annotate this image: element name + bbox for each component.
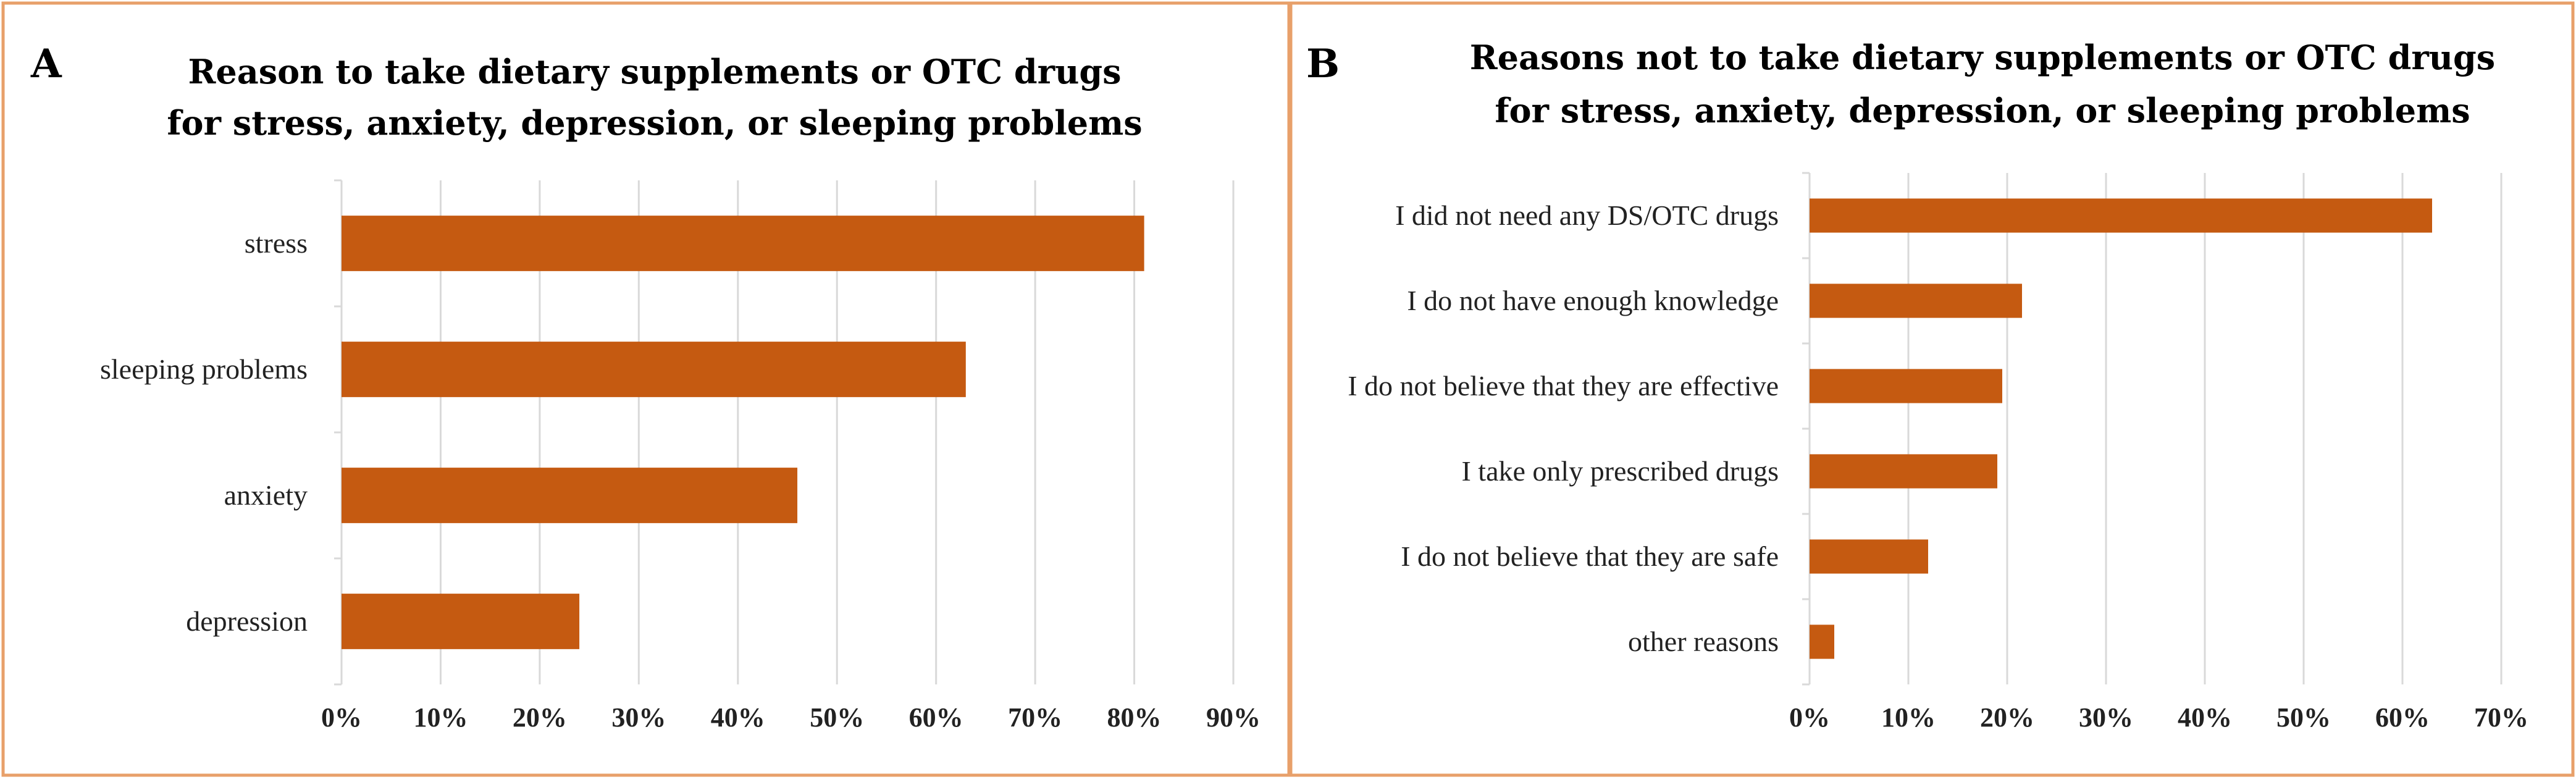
panel-a-bar xyxy=(342,216,1144,271)
panel-a-category-label: stress xyxy=(245,227,308,259)
panel-a-bar xyxy=(342,468,798,523)
panel-a-title-line-1: Reason to take dietary supplements or OT… xyxy=(188,52,1122,91)
panel-b-title-line-1: Reasons not to take dietary supplements … xyxy=(1470,38,2495,77)
panel-b-xtick-label: 10% xyxy=(1881,702,1936,733)
panel-a-category-label: depression xyxy=(186,605,308,637)
panel-b-bar xyxy=(1810,539,1928,574)
panel-a-xtick-label: 70% xyxy=(1008,702,1062,733)
panel-b-category-label: I did not need any DS/OTC drugs xyxy=(1395,200,1779,231)
panel-b-xtick-label: 0% xyxy=(1789,702,1830,733)
panel-b-bar xyxy=(1810,284,2022,318)
panel-b-title-line-2: for stress, anxiety, depression, or slee… xyxy=(1495,91,2470,130)
panel-a-title-line-2: for stress, anxiety, depression, or slee… xyxy=(167,103,1142,143)
panel-b-xtick-label: 20% xyxy=(1980,702,2034,733)
panel-a-bar xyxy=(342,594,580,649)
panel-b-xtick-label: 60% xyxy=(2375,702,2430,733)
panel-a-category-label: anxiety xyxy=(224,479,308,511)
panel-b-xtick-label: 40% xyxy=(2178,702,2232,733)
panel-a-category-label: sleeping problems xyxy=(100,353,308,385)
panel-b-category-label: I do not have enough knowledge xyxy=(1407,285,1779,316)
panel-b: B Reasons not to take dietary supplement… xyxy=(1289,1,2575,777)
panel-b-bar xyxy=(1810,624,1834,659)
panel-a-xtick-label: 60% xyxy=(909,702,963,733)
panel-b-bar xyxy=(1810,369,2002,403)
panel-a-plot: 0% 10% 20% 30% 40% 50% 60% 70% 80% 90% stress sleep… xyxy=(100,179,1261,733)
panel-b-xtick-label: 70% xyxy=(2474,702,2528,733)
panel-b-plot: 0% 10% 20% 30% 40% 50% 60% 70% I did not need an… xyxy=(1348,172,2528,733)
panel-a-xtick-label: 50% xyxy=(810,702,864,733)
panel-b-bar xyxy=(1810,198,2432,233)
panel-b-category-label: I take only prescribed drugs xyxy=(1461,455,1779,487)
panel-b-letter: B xyxy=(1306,41,1340,87)
panel-a-xtick-label: 30% xyxy=(611,702,666,733)
panel-a-xtick-label: 0% xyxy=(321,702,362,733)
panel-a-xtick-label: 80% xyxy=(1107,702,1162,733)
panel-b-category-label: I do not believe that they are safe xyxy=(1401,540,1779,572)
panel-a-bar xyxy=(342,342,966,397)
panel-a-xtick-label: 10% xyxy=(413,702,468,733)
panel-b-category-label: other reasons xyxy=(1628,626,1779,657)
panel-a-xtick-label: 40% xyxy=(711,702,765,733)
panel-b-xtick-label: 50% xyxy=(2276,702,2331,733)
panel-b-category-label: I do not believe that they are effective xyxy=(1348,370,1779,402)
panel-b-bar xyxy=(1810,454,1997,489)
panel-a: A Reason to take dietary supplements or … xyxy=(1,1,1291,777)
panel-a-xtick-label: 20% xyxy=(513,702,567,733)
panel-a-letter: A xyxy=(30,41,62,87)
panel-b-xtick-label: 30% xyxy=(2079,702,2133,733)
panel-a-xtick-label: 90% xyxy=(1206,702,1261,733)
